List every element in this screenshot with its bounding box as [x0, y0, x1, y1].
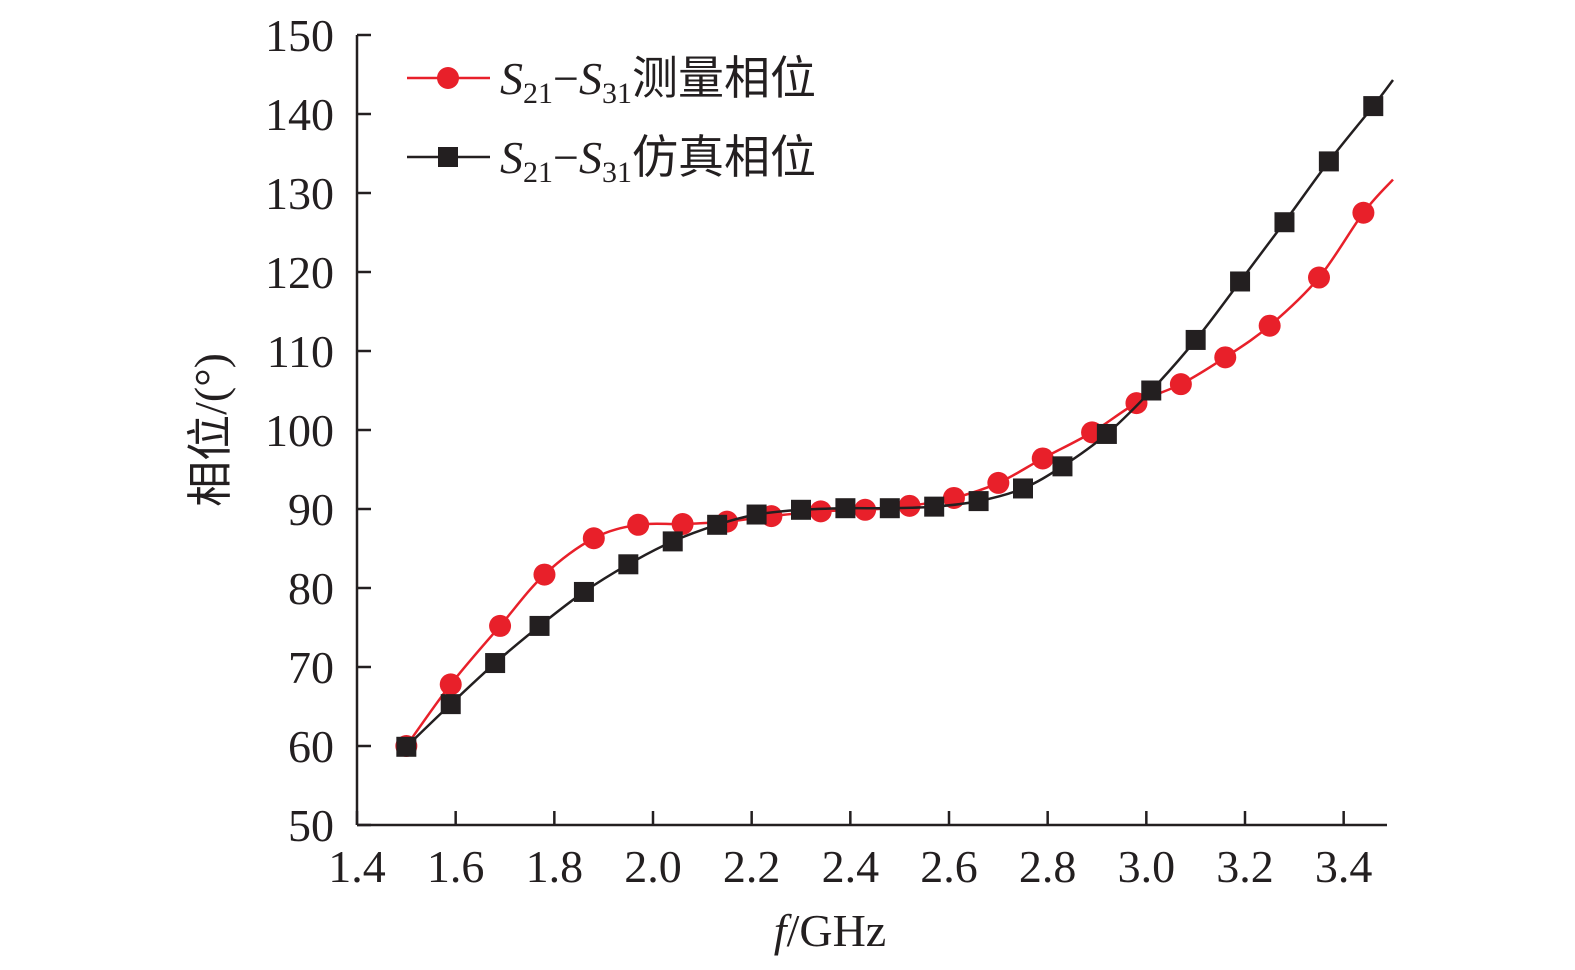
simulated-point: [1052, 456, 1073, 477]
y-tick-label: 100: [265, 405, 334, 456]
legend-s2: S: [579, 132, 602, 183]
measured-point: [898, 494, 921, 517]
measured-point: [1308, 266, 1330, 289]
legend-marker: [437, 67, 459, 89]
legend-label: S21−S31测量相位: [500, 53, 816, 110]
series-layer: [395, 79, 1394, 757]
x-tick-label: 2.0: [624, 841, 682, 892]
simulated-point: [879, 498, 900, 519]
axes: [355, 33, 1387, 827]
simulated-point: [1096, 423, 1117, 444]
simulated-point: [1318, 151, 1339, 172]
simulated-point: [1141, 380, 1162, 401]
simulated-point: [1185, 329, 1206, 350]
measured-point: [987, 471, 1010, 494]
measured-point: [1258, 314, 1281, 337]
measured-point: [1214, 346, 1237, 369]
legend-s1: S: [500, 132, 523, 183]
simulated-point: [707, 514, 728, 535]
simulated-point: [968, 491, 989, 512]
simulated-point: [485, 653, 506, 674]
simulated-point: [396, 736, 417, 757]
y-tick-label: 140: [265, 89, 334, 140]
measured-point: [1169, 373, 1192, 396]
x-tick-label: 3.2: [1216, 841, 1274, 892]
measured-point: [809, 500, 832, 523]
legend-item-2: S21−S31仿真相位: [407, 132, 816, 189]
legend-marker: [438, 147, 458, 167]
x-tick-label: 3.4: [1315, 841, 1373, 892]
x-tick-label: 2.2: [723, 841, 781, 892]
series-2: [396, 79, 1394, 757]
x-tick-label: 1.4: [328, 841, 386, 892]
measured-point: [671, 513, 694, 536]
x-tick-label: 1.8: [526, 841, 584, 892]
y-tick-label: 80: [288, 563, 334, 614]
y-tick-label: 110: [267, 326, 334, 377]
measured-point: [854, 498, 877, 521]
x-tick-label: 2.6: [920, 841, 978, 892]
y-tick-label: 90: [288, 484, 334, 535]
simulated-point: [1274, 212, 1295, 233]
y-axis-title: 相位/(°): [185, 353, 236, 507]
y-tick-label: 120: [265, 247, 334, 298]
measured-point: [582, 527, 605, 550]
legend-item-1: S21−S31测量相位: [407, 53, 816, 110]
measured-point: [439, 673, 462, 696]
legend-dash: −: [553, 132, 579, 183]
y-tick-label: 150: [265, 10, 334, 61]
series-1: [395, 178, 1394, 757]
x-tick-label: 1.6: [427, 841, 485, 892]
legend-s1-sub: 21: [523, 156, 553, 189]
measured-point: [1031, 447, 1054, 470]
measured-point: [489, 614, 512, 637]
simulated-point: [924, 496, 945, 517]
measured-point: [1352, 201, 1375, 224]
x-tick-labels: 1.4 1.6 1.8 2.0 2.2 2.4 2.6 2.8 3.0 3.2 3.4: [328, 841, 1372, 892]
y-tick-label: 70: [288, 642, 334, 693]
simulated-point: [662, 531, 683, 552]
legend-s1-sub: 21: [523, 77, 553, 110]
legend-suffix: 仿真相位: [632, 132, 816, 183]
legend-s2: S: [579, 53, 602, 104]
measured-point: [533, 563, 556, 586]
x-axis-title: f/GHz: [774, 905, 886, 956]
simulated-point: [618, 554, 639, 575]
legend-s2-sub: 31: [602, 77, 632, 110]
simulated-point: [746, 504, 767, 525]
x-tick-label: 2.8: [1019, 841, 1077, 892]
simulated-point: [573, 581, 594, 602]
simulated-point: [1363, 96, 1384, 117]
simulated-point: [835, 498, 856, 519]
simulated-point: [440, 694, 461, 715]
simulated-point: [1230, 271, 1251, 292]
y-tick-labels: 50 60 70 80 90 100 110 120 130 140 150: [265, 10, 334, 851]
legend-s1: S: [500, 53, 523, 104]
measured-point: [627, 513, 650, 536]
legend-s2-sub: 31: [602, 156, 632, 189]
y-tick-label: 130: [265, 168, 334, 219]
legend-label: S21−S31仿真相位: [500, 132, 816, 189]
x-tick-label: 3.0: [1118, 841, 1176, 892]
simulated-point: [791, 499, 811, 520]
y-tick-label: 60: [288, 721, 334, 772]
y-tick-label: 50: [288, 800, 334, 851]
simulated-point: [1013, 478, 1033, 499]
legend-dash: −: [553, 53, 579, 104]
series-line: [405, 178, 1394, 747]
legend-suffix: 测量相位: [632, 53, 816, 104]
x-tick-label: 2.4: [822, 841, 880, 892]
x-axis-unit: /GHz: [787, 905, 887, 956]
simulated-point: [529, 615, 550, 636]
